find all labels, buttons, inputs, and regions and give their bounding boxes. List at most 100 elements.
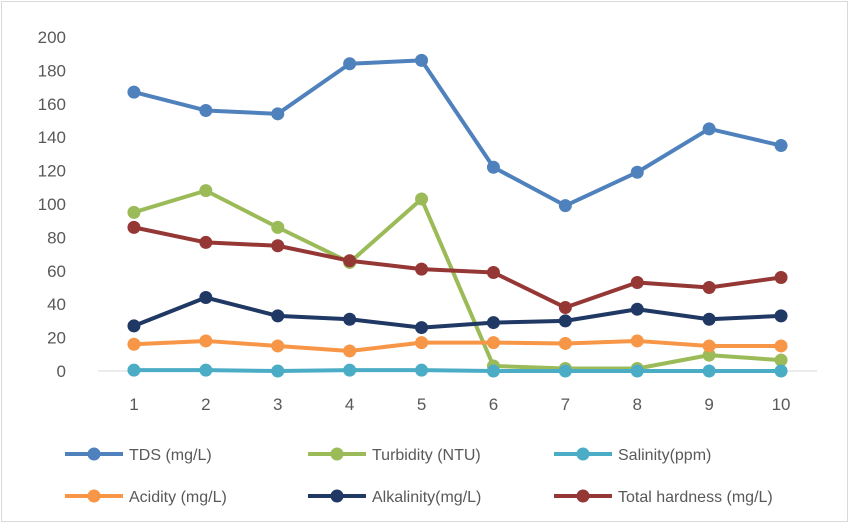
data-point (199, 235, 213, 249)
data-point (558, 314, 572, 328)
data-point (199, 103, 213, 117)
legend-label: TDS (mg/L) (129, 447, 212, 464)
data-point (774, 353, 788, 367)
y-tick-label: 40 (47, 295, 66, 314)
data-point (199, 184, 213, 198)
legend-label: Alkalinity(mg/L) (372, 489, 481, 506)
data-point (343, 254, 357, 268)
data-point (199, 334, 213, 348)
data-point (630, 165, 644, 179)
data-point (486, 316, 500, 330)
data-point (558, 336, 572, 350)
data-point (271, 339, 285, 353)
x-tick-label: 10 (772, 395, 791, 414)
data-point (702, 281, 716, 294)
x-tick-label: 9 (704, 395, 713, 414)
legend-swatch-marker (87, 447, 101, 461)
x-tick-label: 3 (273, 395, 282, 414)
data-point (127, 205, 141, 219)
data-point (127, 220, 141, 234)
data-point (630, 334, 644, 348)
legend-label: Salinity(ppm) (618, 447, 711, 464)
legend-item: TDS (mg/L) (65, 447, 212, 464)
data-point (199, 291, 213, 305)
series-layer (127, 53, 788, 378)
legend-item: Alkalinity(mg/L) (308, 489, 481, 506)
data-point (558, 199, 572, 213)
x-tick-label: 7 (561, 395, 570, 414)
data-point (127, 363, 141, 377)
x-tick-label: 5 (417, 395, 426, 414)
legend-swatch-marker (330, 447, 344, 461)
data-point (271, 364, 285, 378)
data-point (702, 339, 716, 353)
data-point (271, 239, 285, 253)
legend-label: Turbidity (NTU) (372, 447, 481, 464)
series-4 (127, 334, 788, 358)
data-point (415, 321, 429, 335)
x-tick-label: 8 (633, 395, 642, 414)
data-point (343, 344, 357, 358)
data-point (199, 363, 213, 377)
data-point (415, 53, 429, 67)
data-point (343, 312, 357, 326)
data-point (486, 265, 500, 279)
data-point (127, 85, 141, 99)
data-point (558, 301, 572, 315)
data-point (415, 363, 429, 377)
x-tick-label: 6 (489, 395, 498, 414)
data-point (486, 364, 500, 378)
data-point (774, 139, 788, 153)
data-point (127, 319, 141, 333)
y-tick-label: 180 (38, 61, 66, 80)
data-point (630, 302, 644, 316)
data-point (630, 275, 644, 289)
data-point (415, 192, 429, 206)
y-tick-label: 120 (38, 162, 66, 181)
data-point (558, 364, 572, 378)
legend: TDS (mg/L) Turbidity (NTU) Salinity(ppm) Ac… (65, 447, 773, 506)
legend-label: Acidity (mg/L) (129, 489, 227, 506)
data-point (774, 364, 788, 378)
legend-item: Turbidity (NTU) (308, 447, 481, 464)
data-point (702, 312, 716, 326)
data-point (774, 270, 788, 284)
series-line (131, 225, 784, 310)
data-point (486, 160, 500, 174)
data-point (271, 220, 285, 234)
legend-label: Total hardness (mg/L) (618, 489, 773, 506)
series-6 (127, 220, 788, 315)
x-tick-label: 1 (129, 395, 138, 414)
legend-swatch-marker (576, 447, 590, 461)
data-point (415, 336, 429, 350)
y-tick-label: 140 (38, 128, 66, 147)
data-point (702, 348, 716, 362)
x-tick-label: 4 (345, 395, 354, 414)
legend-item: Acidity (mg/L) (65, 489, 227, 506)
data-point (127, 337, 141, 351)
series-line (131, 188, 784, 371)
data-point (774, 309, 788, 323)
series-line (131, 295, 784, 330)
y-tick-label: 20 (47, 329, 66, 348)
data-point (271, 107, 285, 121)
legend-swatch-marker (87, 489, 101, 503)
axis-layer: 0 20 40 60 80 100 120 140 160 180 200 1 2 3 4 5 6 7 8 9 10 (38, 28, 817, 414)
y-tick-label: 100 (38, 195, 66, 214)
legend-item: Salinity(ppm) (554, 447, 711, 464)
series-1 (127, 53, 788, 213)
data-point (774, 339, 788, 353)
legend-swatch-marker (576, 489, 590, 503)
series-5 (127, 291, 788, 335)
series-line (131, 368, 784, 373)
data-point (486, 336, 500, 350)
y-tick-label: 0 (57, 362, 66, 381)
legend-swatch-marker (330, 489, 344, 503)
data-point (702, 364, 716, 378)
series-line (131, 58, 784, 208)
y-tick-label: 80 (47, 228, 66, 247)
series-line (131, 338, 784, 353)
y-tick-label: 60 (47, 262, 66, 281)
